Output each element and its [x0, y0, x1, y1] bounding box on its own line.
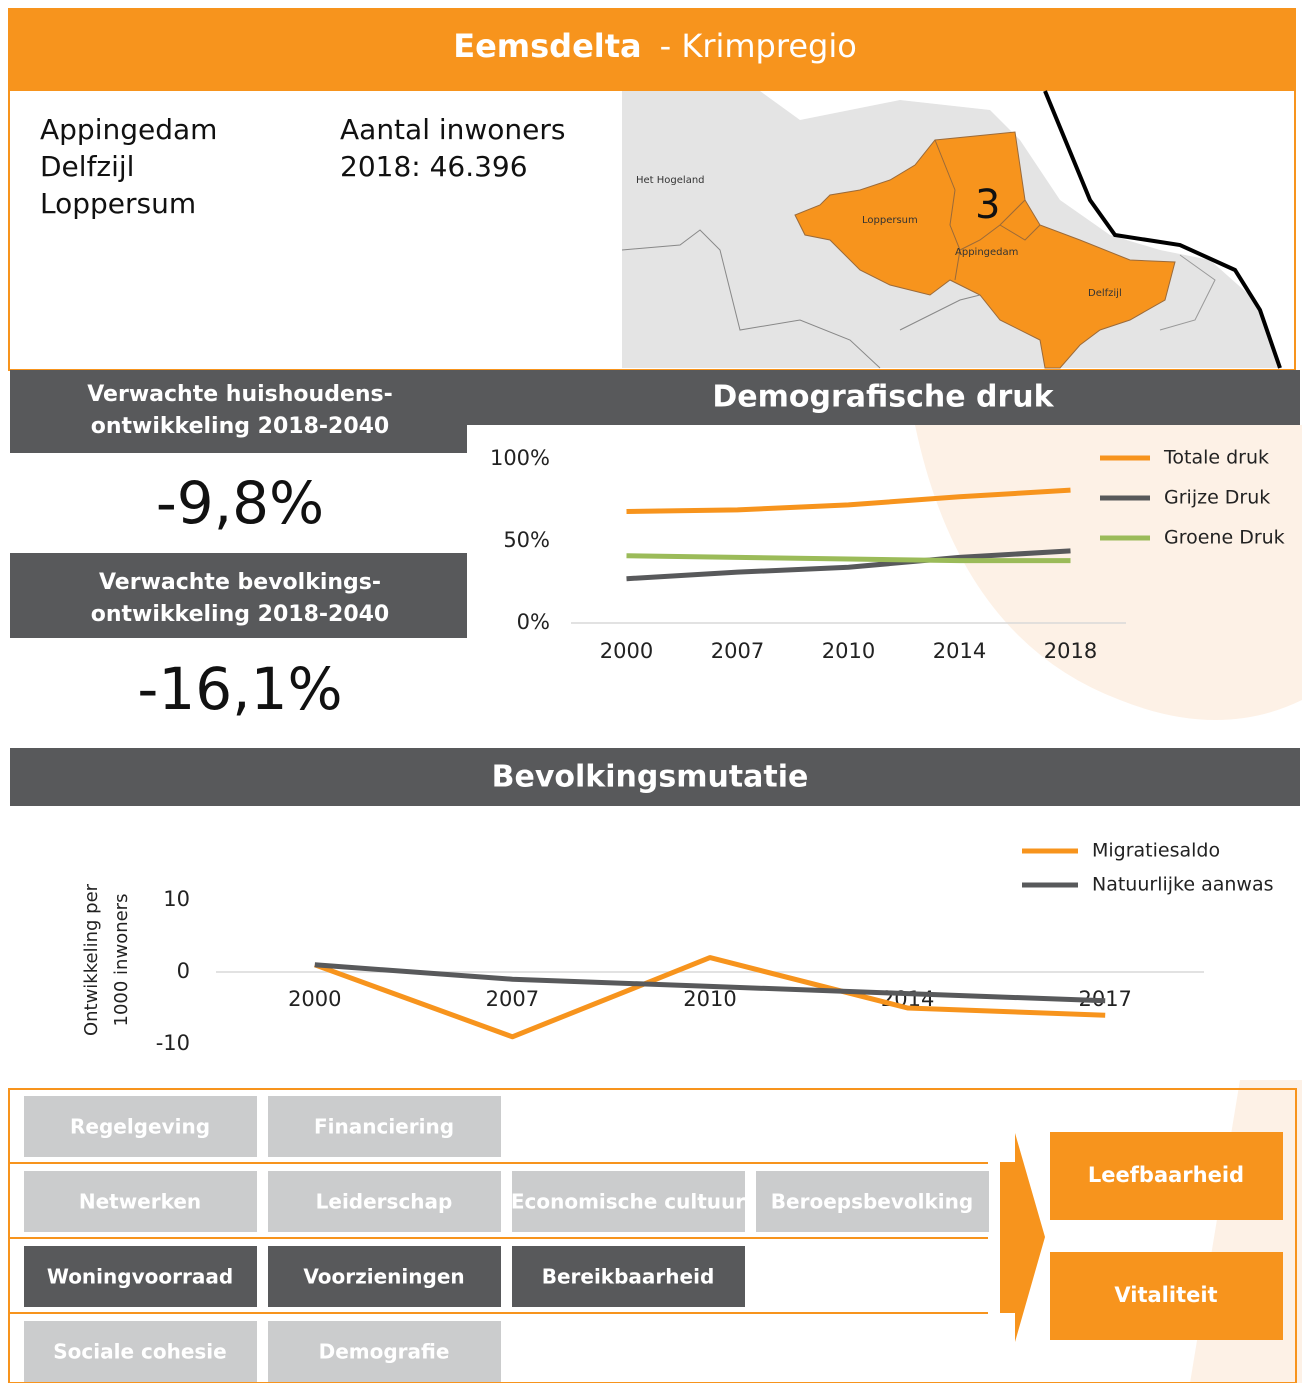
factor-tile	[268, 1171, 501, 1232]
stat-header	[10, 370, 467, 453]
data-line	[626, 553, 1071, 564]
chart-title: Demografische druk	[712, 380, 1054, 415]
stat-value: -9,8%	[156, 469, 324, 537]
legend-label: Natuurlijke aanwas	[1092, 874, 1274, 896]
stat-value: -16,1%	[137, 655, 342, 723]
y-axis-label: Ontwikkeling per	[81, 883, 102, 1036]
municipality: Appingedam	[40, 113, 217, 146]
map: Het Hogeland Loppersum Appingedam Delfzi…	[621, 90, 1285, 369]
legend-label: Groene Druk	[1164, 527, 1285, 549]
x-tick-label: 2010	[822, 639, 875, 663]
y-tick-label: 100%	[490, 446, 550, 470]
factor-label: Netwerken	[79, 1190, 201, 1214]
legend-label: Migratiesaldo	[1092, 840, 1220, 862]
factor-label: Regelgeving	[70, 1115, 210, 1139]
factor-tile	[268, 1321, 501, 1382]
header-bar	[8, 8, 1296, 90]
factor-box	[8, 1088, 1297, 1383]
municipality: Loppersum	[40, 187, 196, 220]
factor-tile	[24, 1096, 257, 1157]
factor-tile	[24, 1171, 257, 1232]
factor-tile	[268, 1246, 501, 1307]
header-subtitle: - Krimpregio	[660, 27, 857, 65]
factor-label: Beroepsbevolking	[771, 1190, 973, 1214]
stat-label: Verwachte bevolkings-	[99, 570, 381, 595]
population-label: Aantal inwoners	[340, 113, 566, 146]
factor-tile	[24, 1321, 257, 1382]
factor-label: Economische cultuur	[511, 1190, 745, 1214]
population-value: 2018: 46.396	[340, 150, 528, 183]
outcome-tile	[1050, 1132, 1283, 1220]
map-border	[1043, 90, 1282, 369]
x-tick-label: 2018	[1044, 639, 1097, 663]
data-line	[314, 962, 1106, 1004]
x-tick-label: 2014	[933, 639, 986, 663]
x-tick-label: 2007	[711, 639, 764, 663]
factor-label: Financiering	[314, 1115, 454, 1139]
map-label: Het Hogeland	[636, 175, 705, 186]
factor-label: Sociale cohesie	[53, 1340, 226, 1364]
stat-label: ontwikkeling 2018-2040	[91, 414, 390, 439]
map-region	[794, 131, 1176, 369]
stat-header	[10, 553, 467, 638]
x-tick-label: 2007	[486, 987, 539, 1011]
legend-label: Totale druk	[1163, 447, 1269, 469]
outcome-tile	[1050, 1252, 1283, 1340]
data-line	[626, 487, 1071, 514]
y-tick-label: -10	[156, 1031, 190, 1055]
legend-label: Grijze Druk	[1164, 487, 1270, 509]
factor-tile	[24, 1246, 257, 1307]
data-line	[313, 955, 1106, 1040]
arrow	[1000, 1133, 1045, 1342]
factor-tile	[756, 1171, 989, 1232]
map-label: Appingedam	[955, 247, 1018, 258]
map-sea	[760, 91, 1285, 368]
y-tick-label: 50%	[503, 528, 550, 552]
map-line	[1159, 254, 1216, 331]
decor	[915, 425, 1302, 720]
y-tick-label: 0%	[517, 610, 550, 634]
x-tick-label: 2000	[288, 987, 341, 1011]
factor-tile	[512, 1246, 745, 1307]
chart-header	[467, 370, 1300, 425]
header: Eemsdelta - Krimpregio	[453, 27, 857, 65]
data-line	[626, 548, 1071, 582]
stat-label: ontwikkeling 2018-2040	[91, 602, 390, 627]
map-label: Loppersum	[862, 215, 918, 226]
stat-label: Verwachte huishoudens-	[87, 382, 393, 407]
factor-label: Woningvoorraad	[47, 1265, 233, 1289]
chart-title: Bevolkingsmutatie	[492, 760, 809, 795]
y-axis-label: 1000 inwoners	[111, 894, 132, 1027]
chart-header	[10, 748, 1300, 806]
x-tick-label: 2010	[683, 987, 736, 1011]
map-label: Delfzijl	[1088, 288, 1122, 299]
factor-tile	[512, 1171, 745, 1232]
municipality: Delfzijl	[40, 150, 134, 183]
y-tick-label: 10	[163, 887, 190, 911]
outcome-label: Leefbaarheid	[1088, 1163, 1244, 1187]
y-tick-label: 0	[177, 959, 190, 983]
map-number: 3	[975, 182, 1000, 228]
factor-label: Voorzieningen	[303, 1265, 464, 1289]
factor-tile	[268, 1096, 501, 1157]
map-line	[934, 139, 1041, 281]
factor-label: Demografie	[319, 1340, 450, 1364]
factor-label: Bereikbaarheid	[542, 1265, 715, 1289]
x-tick-label: 2000	[600, 639, 653, 663]
outcome-label: Vitaliteit	[1114, 1283, 1217, 1307]
factor-label: Leiderschap	[316, 1190, 453, 1214]
header-title: Eemsdelta	[453, 27, 641, 65]
factors: Regelgeving Financiering Netwerken Leidersc…	[24, 1096, 1283, 1382]
